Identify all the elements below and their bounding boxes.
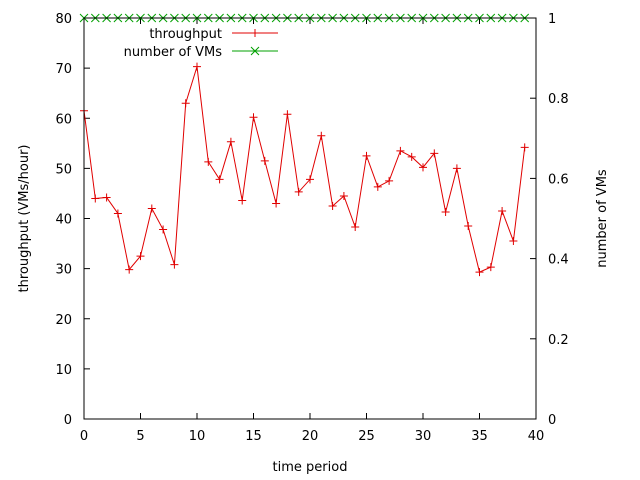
- plot-frame: [83, 17, 537, 420]
- labels-layer: time period throughput (VMs/hour) number…: [17, 145, 610, 475]
- data-point-throughput: [91, 194, 100, 203]
- data-point-throughput: [170, 260, 179, 269]
- data-point-throughput: [396, 146, 405, 155]
- data-point-throughput: [238, 196, 247, 205]
- data-point-throughput: [373, 182, 382, 191]
- data-point-throughput: [430, 149, 439, 158]
- x-tick-label: 0: [80, 429, 88, 444]
- y2-tick-label: 0.2: [548, 333, 569, 348]
- y-axis-label: throughput (VMs/hour): [17, 145, 32, 293]
- data-point-throughput: [204, 157, 213, 166]
- y-tick-label: 20: [55, 313, 72, 328]
- y-tick-label: 60: [55, 112, 72, 127]
- x-tick-label: 10: [189, 429, 206, 444]
- x-tick-label: 40: [528, 429, 545, 444]
- data-point-throughput: [125, 265, 134, 274]
- y-tick-label: 0: [64, 413, 72, 428]
- data-point-throughput: [215, 175, 224, 184]
- data-point-throughput: [283, 110, 292, 119]
- y2-tick-label: 0.6: [548, 172, 569, 187]
- data-point-throughput: [486, 263, 495, 272]
- data-point-throughput: [362, 151, 371, 160]
- data-point-throughput: [294, 187, 303, 196]
- x-tick-label: 30: [415, 429, 432, 444]
- legend-marker: [251, 29, 259, 37]
- data-point-throughput: [385, 176, 394, 185]
- x-axis-label: time period: [273, 460, 348, 475]
- legend-marker: [250, 46, 260, 56]
- ticks-layer: 0 5 10 15 20 25 30 35 400102030405060708000.20.4…: [55, 12, 568, 444]
- data-point-throughput: [226, 137, 235, 146]
- data-point-throughput: [351, 223, 360, 232]
- data-point-throughput: [113, 209, 122, 218]
- y-tick-label: 50: [55, 162, 72, 177]
- y-tick-label: 30: [55, 263, 72, 278]
- y-tick-label: 80: [55, 12, 72, 27]
- data-point-throughput: [328, 201, 337, 210]
- data-point-throughput: [136, 252, 145, 261]
- data-point-throughput: [181, 99, 190, 108]
- legend-label-throughput: throughput: [149, 27, 222, 42]
- data-point-throughput: [475, 268, 484, 277]
- y-tick-label: 70: [55, 62, 72, 77]
- y2-tick-label: 0: [548, 413, 556, 428]
- data-point-throughput: [339, 191, 348, 200]
- data-point-throughput: [464, 222, 473, 231]
- data-point-throughput: [419, 163, 427, 172]
- legend: throughput number of VMs: [124, 27, 278, 60]
- data-point-throughput: [159, 225, 168, 234]
- data-point-throughput: [520, 143, 529, 152]
- x-tick-label: 35: [471, 429, 488, 444]
- data-point-throughput: [452, 164, 461, 173]
- legend-label-number-of-vms: number of VMs: [124, 45, 223, 60]
- y2-tick-label: 0.8: [548, 92, 569, 107]
- series-line-throughput: [83, 66, 526, 273]
- y-tick-label: 40: [55, 213, 72, 228]
- data-point-throughput: [306, 175, 314, 184]
- data-point-throughput: [249, 113, 258, 122]
- data-point-throughput: [407, 152, 416, 161]
- x-tick-label: 20: [302, 429, 319, 444]
- data-point-throughput: [260, 156, 269, 165]
- data-point-throughput: [317, 131, 326, 140]
- data-point-throughput: [509, 237, 518, 246]
- x-tick-label: 25: [358, 429, 375, 444]
- x-tick-label: 5: [136, 429, 144, 444]
- data-point-throughput: [441, 207, 450, 216]
- data-point-throughput: [272, 199, 281, 208]
- y2-tick-label: 1: [548, 12, 556, 27]
- x-tick-label: 15: [245, 429, 262, 444]
- data-point-throughput: [147, 204, 156, 213]
- y-tick-label: 10: [55, 363, 72, 378]
- data-point-throughput: [498, 206, 507, 215]
- data-point-throughput: [102, 193, 111, 202]
- y2-tick-label: 0.4: [548, 253, 569, 268]
- y2-axis-label: number of VMs: [595, 169, 610, 268]
- data-point-throughput: [193, 62, 201, 71]
